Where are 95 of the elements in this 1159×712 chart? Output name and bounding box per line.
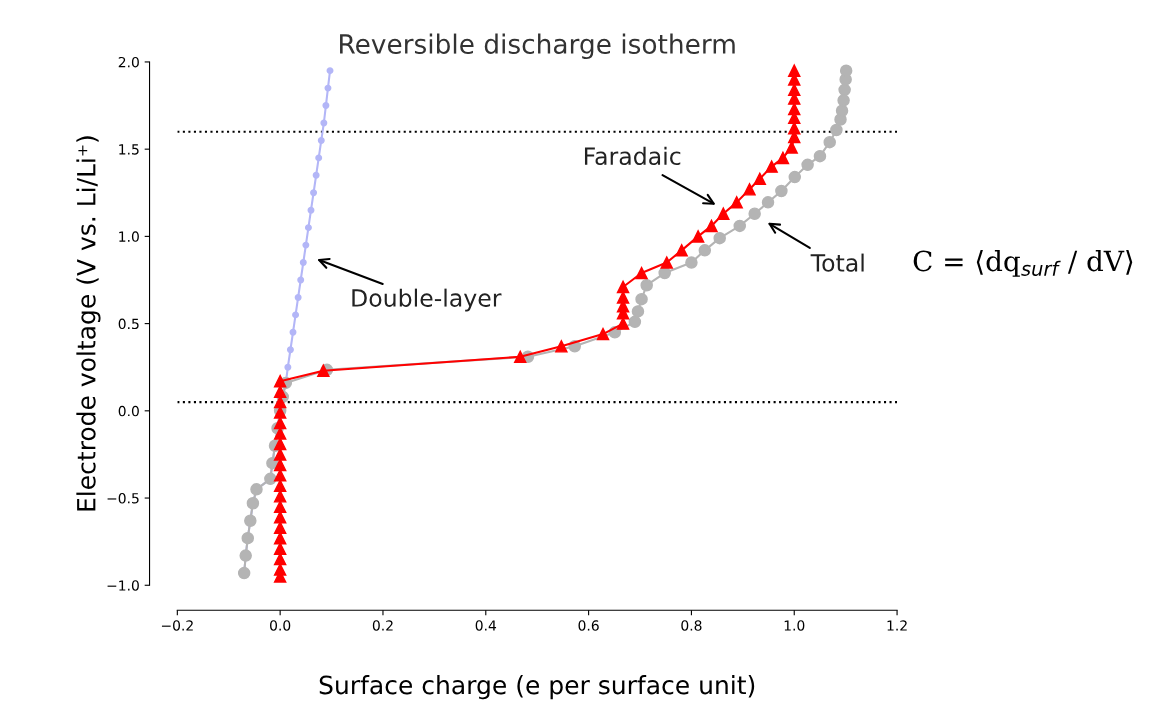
point <box>273 469 287 482</box>
point <box>730 196 743 209</box>
point <box>765 160 778 173</box>
point <box>631 305 645 318</box>
point <box>273 427 287 440</box>
point <box>835 104 849 118</box>
x-axis-title: Surface charge (e per surface unit) <box>319 675 755 700</box>
text: C = ⟨dq$_{surf}$ / dV⟩ <box>913 249 1133 277</box>
point <box>761 196 775 209</box>
point <box>691 230 705 243</box>
point <box>273 479 287 493</box>
point <box>294 293 302 301</box>
point <box>616 291 630 304</box>
x-tick-label: 0.2 <box>372 620 393 631</box>
point <box>776 151 790 165</box>
y-tick-label: −1.0 <box>107 580 139 591</box>
point <box>286 346 294 354</box>
point <box>317 364 330 377</box>
point <box>685 256 698 269</box>
point <box>273 563 287 576</box>
point <box>273 500 287 514</box>
point <box>273 490 287 503</box>
point <box>616 317 630 330</box>
y-tick-label: 1.5 <box>119 144 139 155</box>
x-tick-label: 0.8 <box>681 620 702 631</box>
point <box>326 67 334 75</box>
x-tick-label: 0.4 <box>475 620 497 631</box>
point <box>628 315 642 329</box>
point <box>273 448 287 461</box>
point <box>698 244 712 257</box>
point <box>596 327 610 341</box>
point <box>273 458 287 472</box>
point <box>284 363 292 371</box>
point <box>635 292 648 306</box>
point <box>310 189 318 197</box>
point <box>787 102 801 116</box>
point <box>713 231 726 245</box>
point <box>753 172 767 186</box>
x-tick-label: 0.0 <box>270 620 291 631</box>
point <box>322 102 330 110</box>
x-tick-label: −0.2 <box>161 620 193 631</box>
point <box>748 207 761 220</box>
point <box>787 83 801 97</box>
point <box>304 224 312 232</box>
point <box>616 280 630 294</box>
point <box>717 207 730 220</box>
point <box>787 64 801 77</box>
point <box>513 350 527 363</box>
point <box>324 84 332 92</box>
point <box>839 64 853 77</box>
point <box>837 94 850 107</box>
point <box>273 437 287 451</box>
point <box>273 385 287 398</box>
x-tick-label: 0.6 <box>578 620 599 631</box>
point <box>273 542 287 555</box>
point <box>775 184 788 198</box>
point <box>312 171 320 179</box>
point <box>292 311 300 319</box>
point <box>838 83 851 97</box>
point <box>297 276 305 284</box>
point <box>273 374 287 388</box>
point <box>660 256 674 269</box>
y-tick-label: 0.0 <box>118 405 139 417</box>
chart-title: Reversible discharge isotherm <box>340 33 735 60</box>
point <box>705 219 718 233</box>
point <box>273 521 287 534</box>
point <box>801 158 814 172</box>
y-tick-label: 0.5 <box>118 318 139 330</box>
y-tick-label: 1.0 <box>119 231 139 242</box>
point <box>830 123 843 137</box>
point <box>635 266 648 280</box>
point <box>289 328 297 336</box>
point <box>675 244 688 257</box>
y-tick-label: 2.0 <box>118 56 139 68</box>
point <box>743 183 756 196</box>
point <box>273 416 287 430</box>
point <box>823 135 836 149</box>
point <box>315 154 323 162</box>
point <box>788 170 802 184</box>
x-tick-label: 1.0 <box>784 620 805 631</box>
point <box>640 278 653 292</box>
point <box>733 219 747 233</box>
y-axis-title: Electrode voltage (V vs. Li/Li⁺) <box>76 136 101 511</box>
point <box>307 206 315 214</box>
annotation: Double-layer <box>352 288 502 312</box>
x-tick-label: 1.2 <box>887 620 907 631</box>
point <box>317 136 325 144</box>
point <box>299 259 307 267</box>
point <box>555 340 568 353</box>
point <box>320 119 328 127</box>
point <box>302 241 310 249</box>
point <box>813 149 827 163</box>
annotation: Total <box>810 253 864 272</box>
y-tick-label: −0.5 <box>107 493 139 504</box>
annotation: Faradaic <box>584 146 681 166</box>
